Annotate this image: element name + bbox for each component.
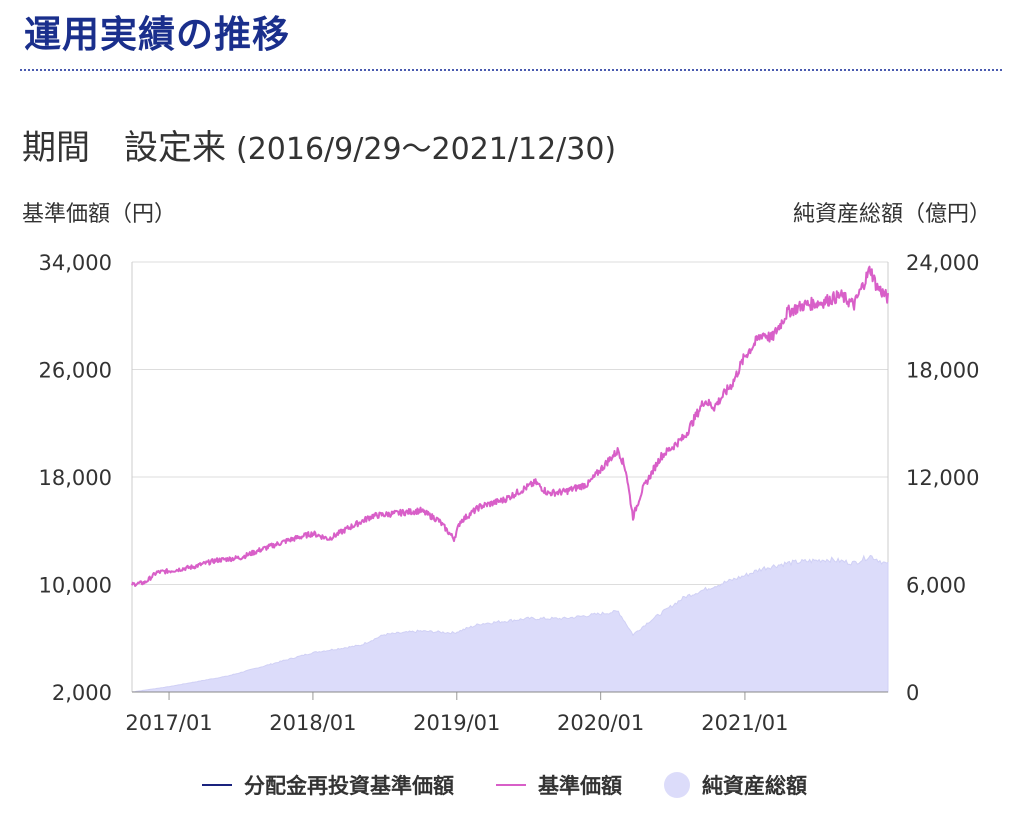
x-tick-label: 2020/01 [557, 711, 644, 735]
legend-swatch-net-assets [664, 772, 690, 798]
legend-label-nav: 基準価額 [538, 774, 622, 798]
nav-line [131, 265, 889, 587]
right-tick-label: 12,000 [906, 466, 979, 490]
left-tick-label: 26,000 [39, 359, 112, 383]
x-tick-label: 2018/01 [269, 711, 356, 735]
right-axis-label: 純資産総額（億円） [792, 202, 991, 227]
period-heading: 期間 設定来 (2016/9/29～2021/12/30) [22, 120, 616, 169]
right-tick-label: 0 [906, 681, 919, 705]
legend-label-net-assets: 純資産総額 [702, 774, 807, 798]
right-tick-label: 18,000 [906, 359, 979, 383]
legend-item-nav[interactable]: 基準価額 [496, 770, 622, 800]
x-tick-label: 2019/01 [413, 711, 500, 735]
title-divider [20, 69, 1002, 71]
chart-legend: 分配金再投資基準価額 基準価額 純資産総額 [0, 770, 1009, 800]
legend-swatch-reinvested-nav [202, 784, 232, 786]
left-tick-label: 18,000 [39, 466, 112, 490]
left-tick-label: 2,000 [52, 681, 112, 705]
x-tick-label: 2021/01 [701, 711, 788, 735]
right-tick-label: 6,000 [906, 574, 966, 598]
right-tick-label: 24,000 [906, 251, 979, 275]
period-label: 期間 設定来 [22, 128, 226, 168]
legend-label-reinvested-nav: 分配金再投資基準価額 [244, 774, 454, 798]
left-tick-label: 10,000 [39, 574, 112, 598]
legend-item-net-assets[interactable]: 純資産総額 [664, 770, 807, 800]
legend-item-reinvested-nav[interactable]: 分配金再投資基準価額 [202, 770, 454, 800]
legend-swatch-nav [496, 784, 526, 786]
left-axis-label: 基準価額（円） [22, 202, 177, 227]
period-range: (2016/9/29～2021/12/30) [236, 132, 617, 167]
performance-chart: 2,000 10,000 18,000 26,000 34,000 0 6,000 12,00… [39, 251, 980, 735]
net-assets-area [131, 554, 889, 693]
x-tick-label: 2017/01 [125, 711, 212, 735]
page-title: 運用実績の推移 [24, 13, 290, 56]
left-tick-label: 34,000 [39, 251, 112, 275]
